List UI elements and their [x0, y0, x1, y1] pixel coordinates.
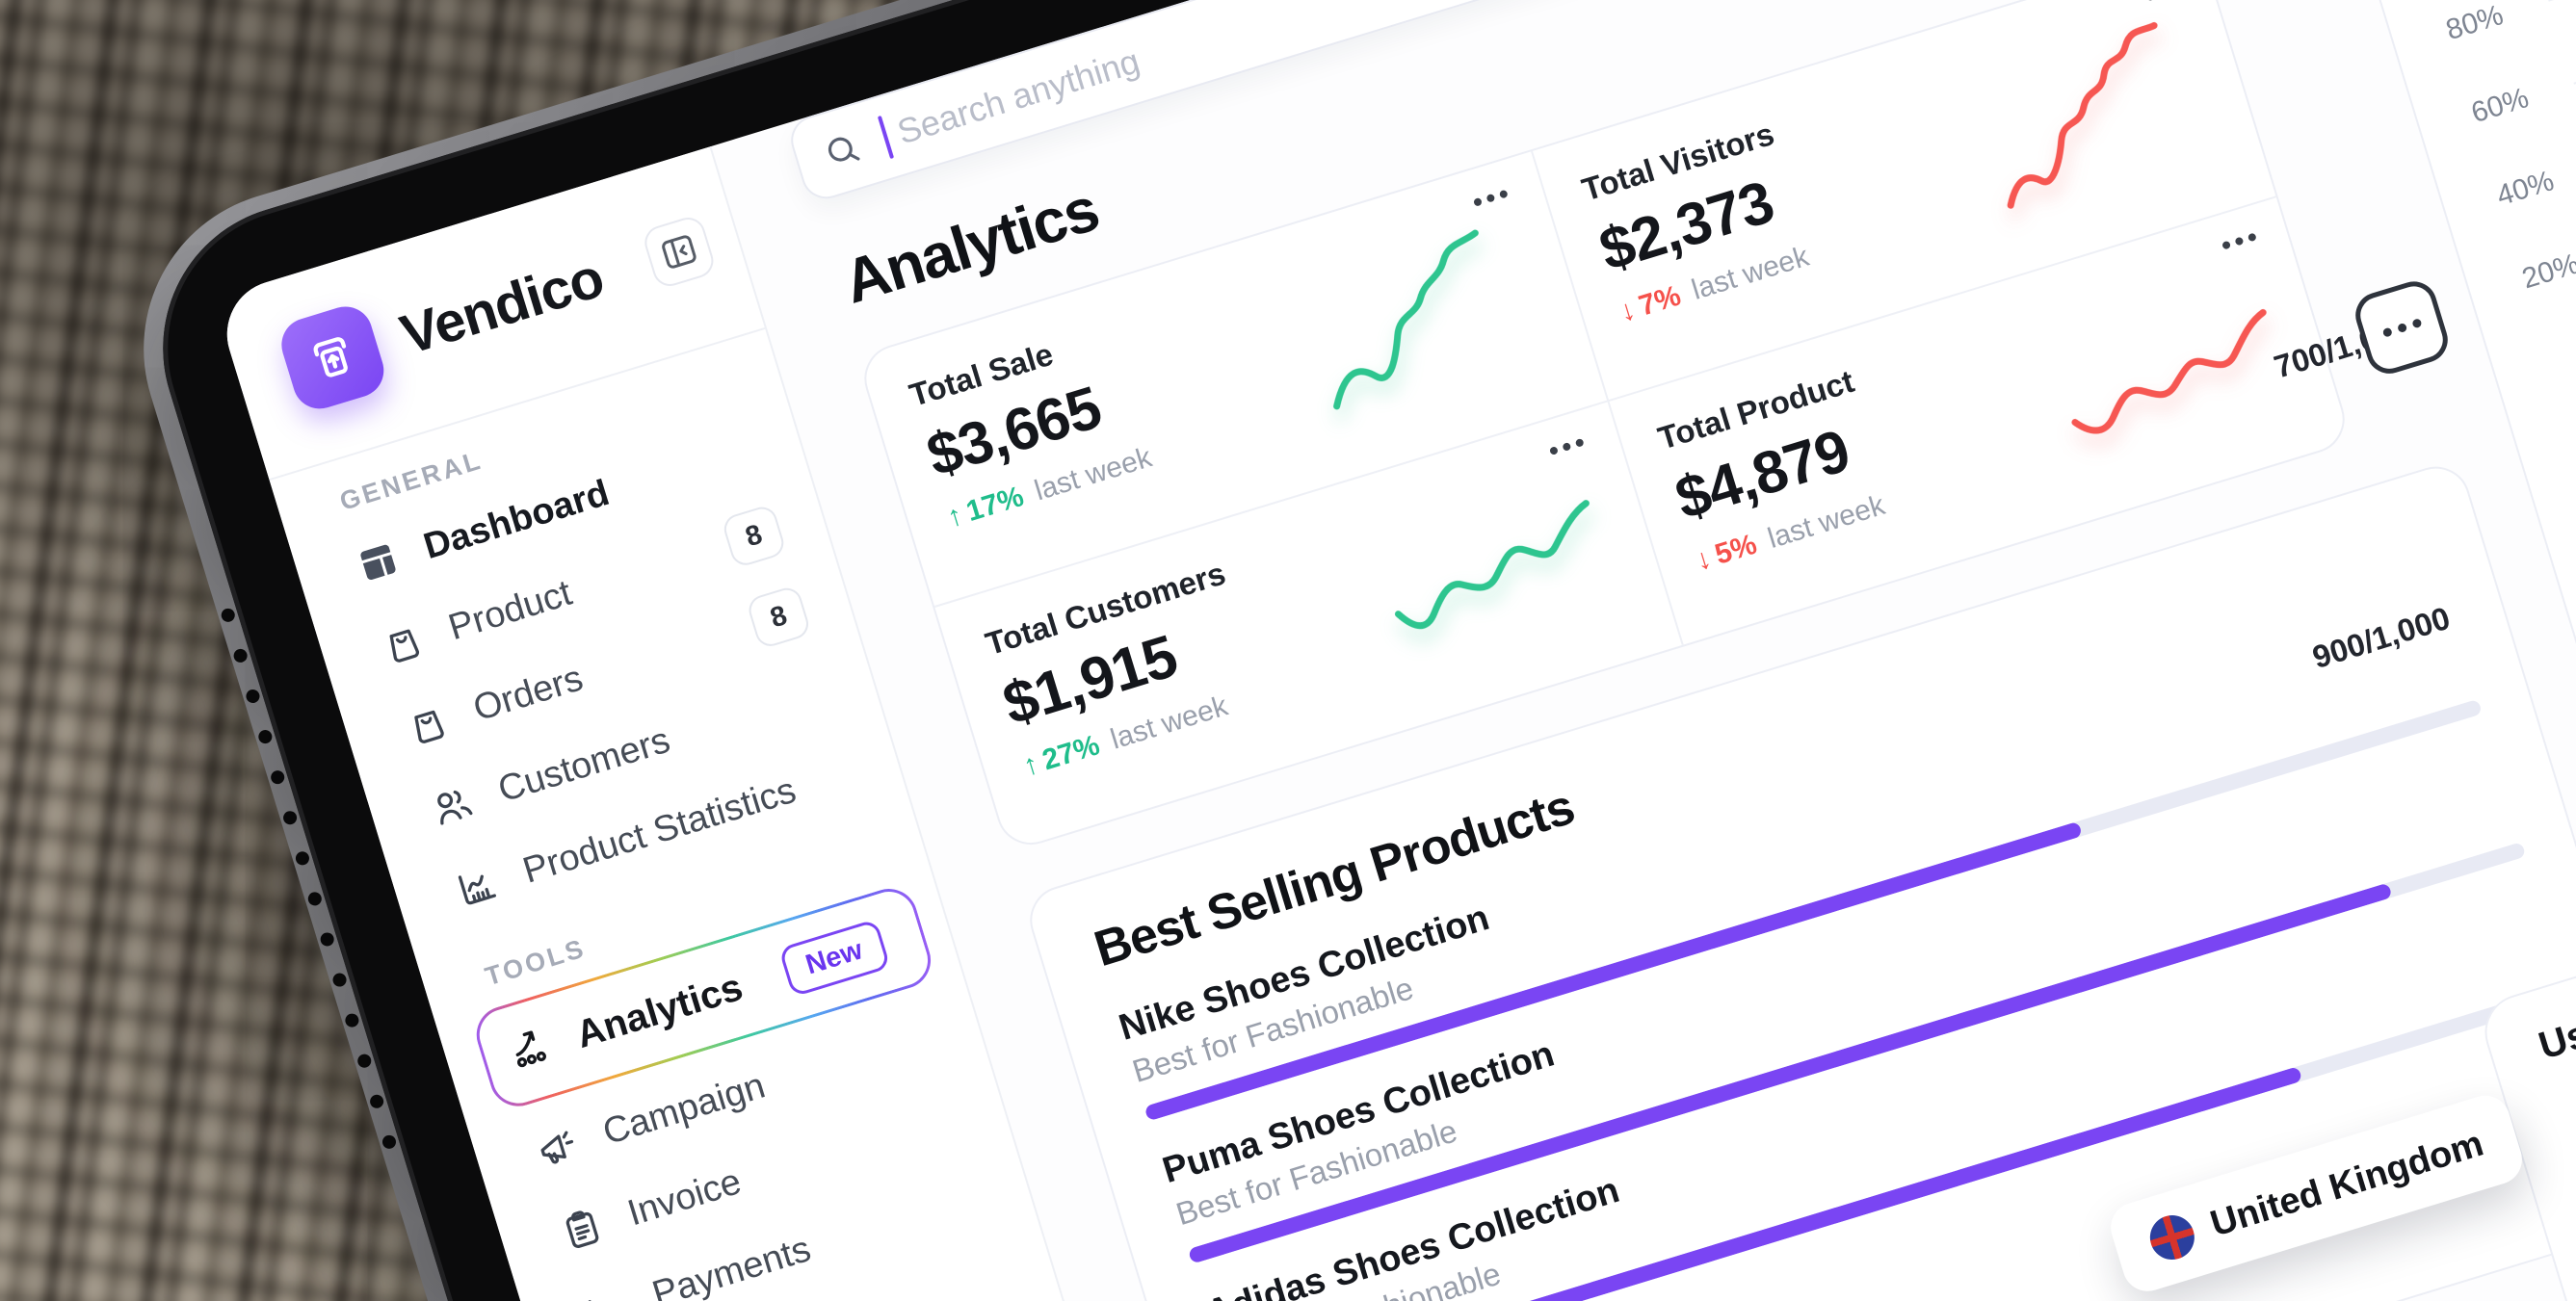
sidebar-nav-tools: Analytics New Campaign — [469, 881, 1014, 1301]
uk-flag-icon — [2144, 1210, 2200, 1265]
count-badge: 8 — [745, 584, 812, 650]
new-badge: New — [777, 918, 891, 998]
users-icon — [425, 778, 480, 833]
bag-icon — [400, 696, 455, 751]
vendico-logo-icon — [275, 299, 391, 416]
stat-card-total-visitors: Total Visitors $2,373 ↓ 7% last week — [1531, 0, 2279, 401]
sidebar: Vendico GENERAL — [213, 145, 1303, 1301]
stat-delta-pct: 17% — [962, 480, 1028, 529]
axis-row: 80% — [2442, 0, 2576, 47]
dashboard-icon — [351, 534, 406, 589]
invoice-clipboard-icon — [554, 1202, 609, 1257]
sparkline-up-green — [1288, 210, 1562, 423]
count-badge: 8 — [720, 503, 788, 569]
dashboard-screen: Vendico GENERAL — [213, 0, 2576, 1301]
y-axis-label: 80% — [2442, 0, 2508, 47]
more-menu-square-icon[interactable] — [2350, 275, 2454, 379]
statistics-chart-icon — [450, 859, 505, 914]
sparkline-wavy-red — [2037, 253, 2310, 466]
sidebar-item-label: Product — [443, 572, 577, 648]
search-icon — [817, 125, 867, 175]
stat-delta-pct: 5% — [1711, 528, 1761, 571]
sidebar-item-label: Analytics — [570, 965, 748, 1056]
sidebar-item-product-statistics[interactable]: Product Statistics — [422, 725, 885, 940]
stat-card-total-sale: Total Sale $3,665 ↑ 17% last week — [858, 151, 1607, 606]
stat-card-total-customers: Total Customers $1,915 ↑ 27% last week — [934, 401, 1683, 855]
brand-row: Vendico — [273, 193, 723, 423]
sidebar-item-campaign[interactable]: Campaign — [502, 987, 965, 1202]
sidebar-item-product[interactable]: Product 8 — [347, 482, 810, 697]
tablet-bezel: Vendico GENERAL — [127, 0, 2576, 1301]
arrow-up-icon: ↑ — [1019, 747, 1043, 783]
y-axis-label: 60% — [2467, 82, 2533, 130]
tablet-device: Vendico GENERAL — [104, 0, 2576, 1301]
sidebar-collapse-button[interactable] — [640, 213, 718, 291]
payments-chart-icon — [579, 1283, 634, 1301]
sidebar-nav-general: Dashboard Product 8 — [323, 401, 885, 940]
sparkline-up-red — [1960, 4, 2234, 217]
arrow-down-icon: ↓ — [1616, 293, 1640, 328]
arrow-up-icon: ↑ — [943, 499, 967, 534]
search-placeholder: Search anything — [892, 40, 1144, 152]
sidebar-item-analytics[interactable]: Analytics New — [469, 881, 938, 1114]
bag-icon — [376, 615, 431, 670]
trend-up-icon — [502, 1019, 561, 1081]
sidebar-item-orders[interactable]: Orders 8 — [372, 563, 835, 778]
y-axis-label: 20% — [2518, 247, 2576, 296]
sidebar-item-label: Invoice — [622, 1160, 747, 1234]
sparkline-wavy-green — [1364, 458, 1638, 671]
sidebar-item-label: Orders — [468, 657, 588, 729]
megaphone-icon — [530, 1120, 585, 1175]
search-input[interactable]: Search anything — [784, 0, 2229, 205]
text-cursor — [877, 115, 895, 160]
stat-delta-pct: 27% — [1038, 729, 1104, 777]
stats-grid: Total Sale $3,665 ↑ 17% last week — [855, 0, 2353, 853]
brand-name: Vendico — [393, 246, 611, 367]
gridline — [2548, 0, 2576, 2]
sidebar-item-invoice[interactable]: Invoice — [526, 1068, 989, 1283]
sidebar-item-dashboard[interactable]: Dashboard — [323, 401, 786, 615]
arrow-down-icon: ↓ — [1692, 542, 1716, 578]
sidebar-item-customers[interactable]: Customers — [397, 644, 860, 859]
stat-delta-pct: 7% — [1635, 279, 1685, 323]
y-axis-label: 40% — [2492, 165, 2558, 213]
stat-card-total-product: Total Product $4,879 ↓ 5% last week — [1607, 195, 2355, 649]
